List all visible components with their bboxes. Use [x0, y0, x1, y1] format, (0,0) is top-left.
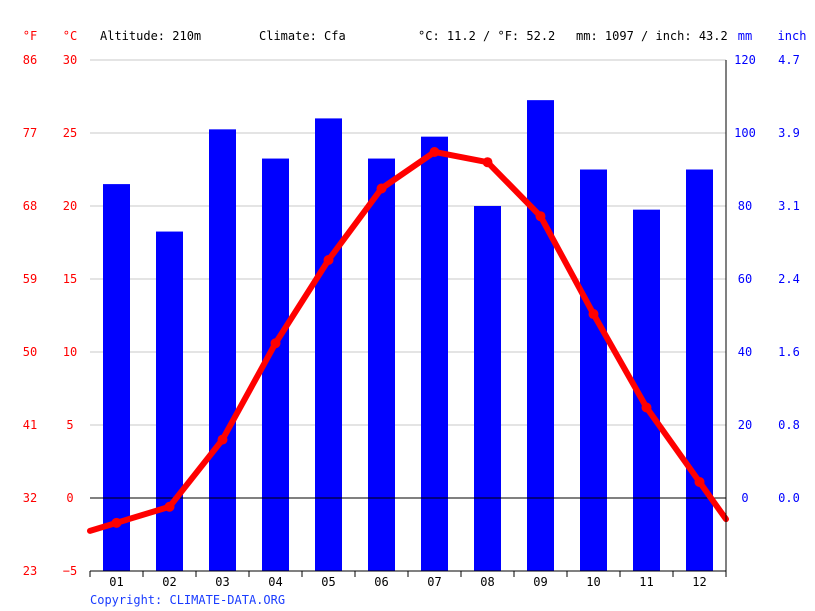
precipitation-bar: [209, 129, 236, 571]
inch-tick-label: 3.1: [778, 199, 800, 213]
celsius-tick-label: 25: [63, 126, 77, 140]
precipitation-bar: [315, 118, 342, 572]
temperature-point: [535, 211, 546, 222]
celsius-tick-label: 10: [63, 345, 77, 359]
celsius-tick-label: 20: [63, 199, 77, 213]
celsius-unit-label: °C: [63, 29, 77, 43]
altitude-label: Altitude: 210m: [100, 29, 201, 43]
inch-tick-label: 0.8: [778, 418, 800, 432]
temperature-point: [482, 157, 493, 168]
mm-tick-label: 80: [738, 199, 752, 213]
mm-tick-label: 100: [734, 126, 756, 140]
fahrenheit-unit-label: °F: [23, 29, 37, 43]
celsius-tick-label: 0: [66, 491, 73, 505]
axes: 01 02 03 04 05 06 07 08 09 10 11 12−523032541105015…: [23, 53, 800, 589]
temperature-point: [217, 434, 228, 445]
inch-tick-label: 3.9: [778, 126, 800, 140]
precipitation-bar: [156, 231, 183, 572]
inch-tick-label: 1.6: [778, 345, 800, 359]
copyright-label: Copyright: CLIMATE-DATA.ORG: [90, 593, 285, 607]
temperature-point: [641, 402, 652, 413]
temperature-point: [429, 146, 440, 157]
month-tick-label: 08: [480, 575, 494, 589]
chart-header: °F °C Altitude: 210m Climate: Cfa °C: 11…: [23, 29, 807, 43]
annual-precipitation-label: mm: 1097 / inch: 43.2: [576, 29, 728, 43]
temperature-point: [270, 338, 281, 349]
celsius-tick-label: 5: [66, 418, 73, 432]
mm-tick-label: 20: [738, 418, 752, 432]
precipitation-bar: [474, 206, 501, 571]
inch-tick-label: 4.7: [778, 53, 800, 67]
inch-tick-label: 2.4: [778, 272, 800, 286]
temperature-point: [111, 517, 122, 528]
celsius-tick-label: 15: [63, 272, 77, 286]
fahrenheit-tick-label: 50: [23, 345, 37, 359]
month-tick-label: 10: [586, 575, 600, 589]
fahrenheit-tick-label: 68: [23, 199, 37, 213]
temperature-point: [376, 183, 387, 194]
fahrenheit-tick-label: 77: [23, 126, 37, 140]
average-temperature-label: °C: 11.2 / °F: 52.2: [418, 29, 555, 43]
month-tick-label: 09: [533, 575, 547, 589]
temperature-line-layer: [87, 146, 729, 534]
mm-tick-label: 120: [734, 53, 756, 67]
fahrenheit-tick-label: 41: [23, 418, 37, 432]
month-tick-label: 05: [321, 575, 335, 589]
month-tick-label: 02: [162, 575, 176, 589]
mm-tick-label: 40: [738, 345, 752, 359]
fahrenheit-tick-label: 23: [23, 564, 37, 578]
fahrenheit-tick-label: 59: [23, 272, 37, 286]
mm-unit-label: mm: [738, 29, 752, 43]
grid-lines: [90, 59, 726, 572]
celsius-tick-label: 30: [63, 53, 77, 67]
month-tick-label: 07: [427, 575, 441, 589]
precipitation-bar: [527, 100, 554, 572]
temperature-point: [164, 501, 175, 512]
temperature-line: [87, 148, 729, 534]
precipitation-bar: [368, 158, 395, 572]
mm-tick-label: 0: [741, 491, 748, 505]
precipitation-bar: [580, 169, 607, 571]
temperature-point: [588, 309, 599, 320]
temperature-point: [694, 476, 705, 487]
month-tick-label: 03: [215, 575, 229, 589]
month-tick-label: 01: [109, 575, 123, 589]
fahrenheit-tick-label: 86: [23, 53, 37, 67]
month-tick-label: 04: [268, 575, 282, 589]
month-tick-label: 11: [639, 575, 653, 589]
inch-unit-label: inch: [778, 29, 807, 43]
temperature-point: [323, 255, 334, 266]
month-tick-label: 12: [692, 575, 706, 589]
celsius-tick-label: −5: [63, 564, 77, 578]
precipitation-bar: [686, 169, 713, 571]
precipitation-bar: [103, 184, 130, 571]
precipitation-bars: [103, 100, 713, 572]
fahrenheit-tick-label: 32: [23, 491, 37, 505]
climate-label: Climate: Cfa: [259, 29, 346, 43]
month-tick-label: 06: [374, 575, 388, 589]
precipitation-bar: [421, 136, 448, 571]
mm-tick-label: 60: [738, 272, 752, 286]
inch-tick-label: 0.0: [778, 491, 800, 505]
